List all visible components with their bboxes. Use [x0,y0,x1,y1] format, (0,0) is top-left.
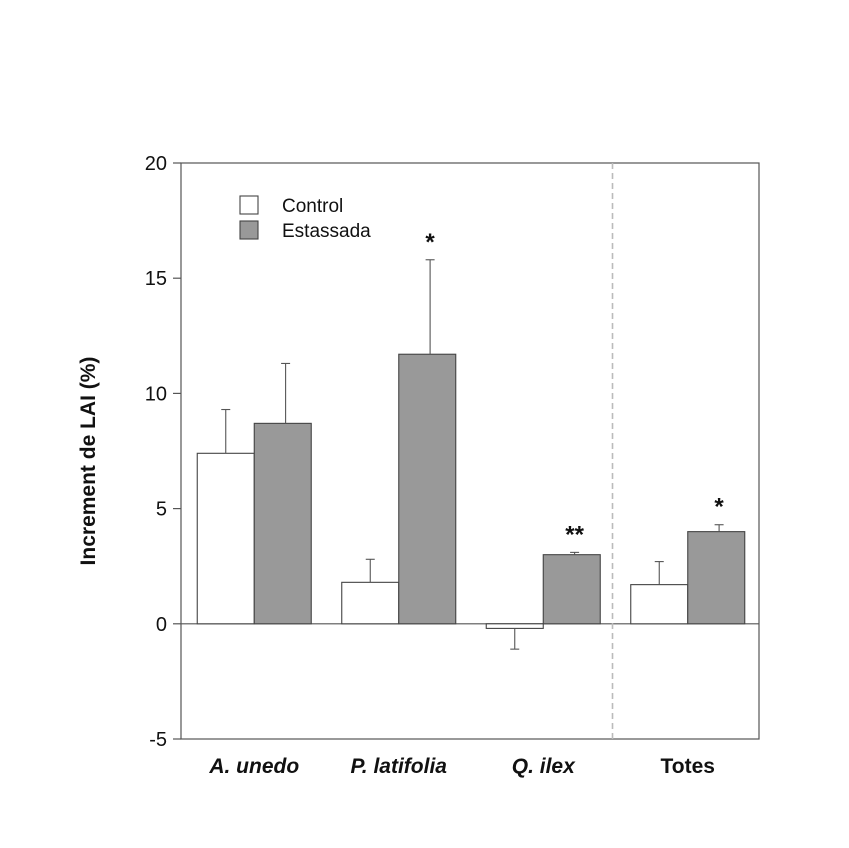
plot-area: 20 15 10 5 0 -5 Increment de LAI (%) A. unedo P.… [77,153,760,778]
y-tick-label: 0 [156,614,167,636]
x-tick-label: P. latifolia [351,755,448,778]
significance-marker: ** [565,521,584,548]
y-tick-label: 10 [145,383,167,405]
y-axis-label: Increment de LAI (%) [77,357,100,566]
bar-estassada [398,353,457,625]
legend-label-control: Control [282,196,343,217]
bar-control [341,581,400,625]
significance-marker: * [425,229,435,256]
significance-marker: * [714,494,724,521]
x-tick-label: Q. ilex [512,755,576,778]
x-tick-label: A. unedo [208,755,299,778]
bar-estassada [687,531,746,625]
plot-frame [180,162,760,740]
bar-estassada [253,422,312,625]
y-tick-label: 20 [145,153,167,175]
bar-estassada [542,554,601,625]
legend-swatch-control [239,195,259,215]
bar-control [196,452,255,625]
legend-swatch-estassada [239,220,259,240]
x-tick-label: Totes [661,755,715,778]
y-tick-label: 5 [156,499,167,521]
legend-label-estassada: Estassada [282,221,371,242]
bar-control [630,584,689,625]
y-tick-label: 15 [145,268,167,290]
bar-control [485,623,544,629]
y-tick-label: -5 [149,729,167,751]
